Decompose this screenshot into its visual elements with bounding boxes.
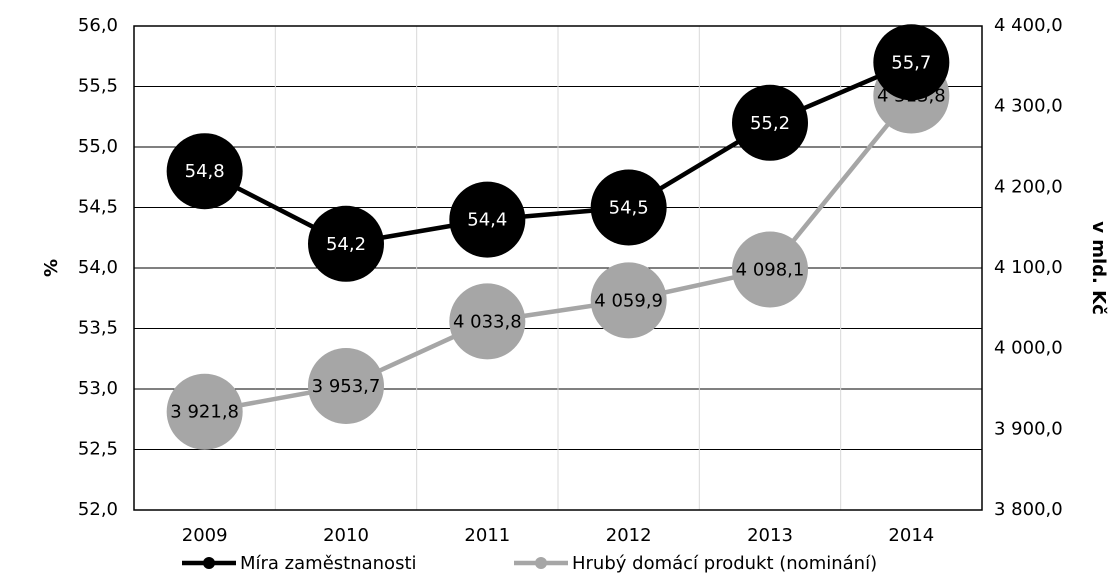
right-axis: 3 800,0 3 900,0 4 000,0 4 100,0 4 200,0 4 300… <box>994 15 1063 520</box>
right-tick-label: 3 800,0 <box>994 499 1063 520</box>
data-label: 54,5 <box>609 198 649 219</box>
data-point <box>308 348 384 425</box>
left-tick-label: 53,0 <box>78 378 118 399</box>
left-tick-label: 54,0 <box>78 257 118 278</box>
left-tick-label: 53,5 <box>78 318 118 339</box>
data-point <box>732 84 808 161</box>
right-tick-label: 4 100,0 <box>994 257 1063 278</box>
data-point <box>590 262 667 339</box>
data-point <box>166 373 243 450</box>
data-point <box>732 231 808 308</box>
x-tick-label: 2009 <box>182 525 228 546</box>
left-tick-label: 52,0 <box>78 499 118 520</box>
data-label: 3 953,7 <box>312 376 381 397</box>
right-axis-title: v mld. Kč <box>1088 221 1109 315</box>
left-tick-label: 52,5 <box>78 439 118 460</box>
data-point <box>166 133 243 210</box>
data-label: 4 098,1 <box>736 260 805 281</box>
x-tick-label: 2010 <box>323 525 369 546</box>
data-label: 54,8 <box>185 161 225 182</box>
left-axis: 52,0 52,5 53,0 53,5 54,0 54,5 55,0 55,5 56,0 <box>78 15 118 520</box>
data-label: 4 033,8 <box>453 311 522 332</box>
data-label: 55,2 <box>750 113 790 134</box>
right-tick-label: 3 900,0 <box>994 418 1063 439</box>
data-point <box>449 283 526 360</box>
left-tick-label: 56,0 <box>78 15 118 36</box>
data-label: 54,4 <box>467 210 507 231</box>
data-point <box>449 181 526 258</box>
data-point <box>590 169 667 246</box>
data-label: 54,2 <box>326 234 366 255</box>
left-tick-label: 54,5 <box>78 197 118 218</box>
legend-label: Míra zaměstnanosti <box>240 553 417 574</box>
x-tick-label: 2012 <box>606 525 652 546</box>
plot-frame <box>133 25 983 511</box>
left-tick-label: 55,5 <box>78 76 118 97</box>
right-tick-label: 4 300,0 <box>994 96 1063 117</box>
data-label: 3 921,8 <box>170 402 239 423</box>
x-tick-label: 2011 <box>464 525 510 546</box>
x-tick-label: 2013 <box>747 525 793 546</box>
data-point <box>308 205 384 282</box>
data-point <box>873 24 950 101</box>
right-tick-label: 4 000,0 <box>994 338 1063 359</box>
right-tick-label: 4 400,0 <box>994 15 1063 36</box>
left-tick-label: 55,0 <box>78 136 118 157</box>
legend: Míra zaměstnanosti Hrubý domácí produkt (… <box>182 553 877 574</box>
data-label: 4 059,9 <box>594 290 663 311</box>
grid <box>134 26 982 510</box>
x-axis: 2009 2010 2011 2012 2013 2014 <box>182 525 934 546</box>
series-markers: 3 921,83 953,74 033,84 059,94 098,14 313… <box>166 24 950 450</box>
right-tick-label: 4 200,0 <box>994 176 1063 197</box>
left-axis-title: % <box>41 259 62 277</box>
legend-swatch-marker <box>535 557 547 569</box>
x-tick-label: 2014 <box>888 525 934 546</box>
legend-swatch-marker <box>203 557 215 569</box>
legend-label: Hrubý domácí produkt (nominání) <box>572 553 877 574</box>
data-label: 55,7 <box>891 52 931 73</box>
